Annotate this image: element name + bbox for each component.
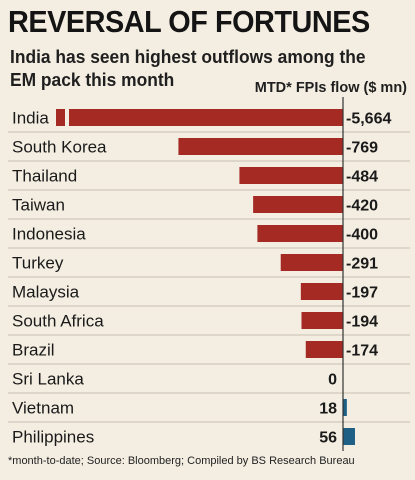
value-label: -420 xyxy=(346,198,378,215)
bar-brazil xyxy=(305,341,343,358)
bar-turkey xyxy=(280,254,343,271)
value-label: -194 xyxy=(346,314,378,331)
category-label: Brazil xyxy=(12,341,55,360)
category-label: South Korea xyxy=(12,138,107,157)
value-label: 56 xyxy=(319,430,337,447)
bar-philippines xyxy=(343,428,355,445)
bar-south-korea xyxy=(178,138,343,155)
value-label: -484 xyxy=(346,169,378,186)
category-label: Turkey xyxy=(12,254,64,273)
bar-taiwan xyxy=(253,196,343,213)
category-label: Philippines xyxy=(12,428,94,447)
bar-thailand xyxy=(239,167,343,184)
value-label: -291 xyxy=(346,256,378,273)
bar-indonesia xyxy=(257,225,343,242)
category-label: India xyxy=(12,109,49,128)
column-label: MTD* FPIs flow ($ mn) xyxy=(254,80,407,96)
category-label: Malaysia xyxy=(12,283,80,302)
value-label: -400 xyxy=(346,227,378,244)
bar-chart: India -5,664 South Korea -769 Thailand -484 Ta… xyxy=(8,97,410,451)
bar-vietnam xyxy=(343,399,347,416)
category-label: Indonesia xyxy=(12,225,86,244)
bar-south-africa xyxy=(301,312,343,329)
category-label: Taiwan xyxy=(12,196,65,215)
axis-break-marker xyxy=(65,108,69,127)
value-label: -769 xyxy=(346,140,378,157)
value-label: 0 xyxy=(328,372,337,389)
value-label: 18 xyxy=(319,401,337,418)
bar-malaysia xyxy=(300,283,343,300)
category-label: South Africa xyxy=(12,312,104,331)
category-label: Vietnam xyxy=(12,399,74,418)
footnote: *month-to-date; Source: Bloomberg; Compi… xyxy=(8,455,355,467)
chart-title: REVERSAL OF FORTUNES xyxy=(8,4,370,39)
category-label: Thailand xyxy=(12,167,77,186)
value-label: -174 xyxy=(346,343,378,360)
category-label: Sri Lanka xyxy=(12,370,84,389)
chart-subtitle: India has seen highest outflows among th… xyxy=(10,46,366,90)
value-label: -5,664 xyxy=(346,111,391,128)
bar-india xyxy=(56,109,343,126)
value-label: -197 xyxy=(346,285,378,302)
